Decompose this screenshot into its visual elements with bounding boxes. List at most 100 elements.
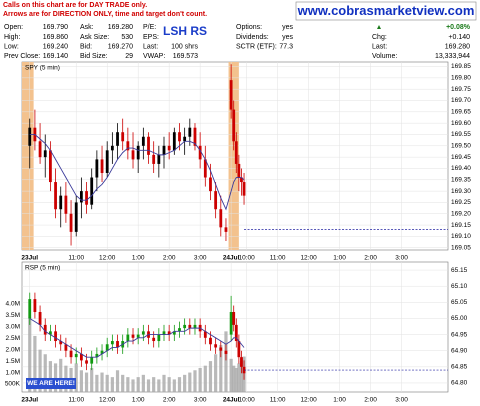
quote-value: 13,333,944 (435, 53, 470, 60)
candle-body (172, 331, 176, 335)
quote-value: 169.280 (108, 24, 133, 31)
candle-body (126, 334, 130, 342)
candle-body (79, 191, 83, 203)
candle-body (152, 154, 156, 164)
y-tick-label: 169.20 (451, 210, 471, 217)
volume-bar (33, 335, 37, 392)
candle-body (232, 312, 236, 325)
volume-bar (239, 361, 244, 392)
candle-body (79, 353, 83, 361)
quote-label: Options: (236, 24, 262, 31)
candle-body (105, 344, 109, 351)
x-tick-label: 24Jul (223, 397, 240, 404)
quote-value: 77.3 (279, 43, 293, 50)
candle-body (85, 191, 88, 205)
site-box (295, 1, 477, 21)
quote-value: 29 (125, 53, 133, 60)
y2-tick-label: 4.0M (6, 301, 20, 308)
moving-average (29, 318, 245, 358)
quote-value: 169.140 (43, 53, 68, 60)
quote-label: Last: (372, 43, 387, 50)
volume-bar (157, 379, 161, 392)
x-tick-label: 23Jul (21, 255, 38, 262)
volume-bar (121, 374, 125, 392)
x-tick-label: 11:00 (270, 397, 286, 404)
y2-tick-label: 1.0M (6, 369, 20, 376)
candle-body (110, 145, 114, 151)
candle-body (162, 331, 166, 335)
candle-body (237, 341, 241, 358)
volume-bar (90, 367, 94, 392)
volume-bar (219, 345, 223, 392)
note: Arrows are for DIRECTION ONLY, time and … (3, 11, 207, 18)
candle-body (234, 141, 238, 164)
candle-body (224, 227, 228, 232)
candle-body (183, 324, 187, 329)
candle-body (232, 109, 236, 142)
annotation-box (26, 378, 76, 389)
quote-label: Volume: (372, 53, 397, 60)
x-tick-label: 11:00 (68, 397, 84, 404)
x-tick-label: 1:00 (132, 255, 145, 262)
volume-bar (152, 377, 156, 392)
quote-value: 169.270 (108, 43, 133, 50)
candle-body (141, 136, 145, 146)
y-tick-label: 169.15 (451, 222, 471, 229)
candle-body (95, 159, 99, 178)
volume-bar (126, 377, 130, 392)
volume-bar (105, 374, 109, 392)
x-tick-label: 12:00 (300, 397, 317, 404)
candle-body (183, 136, 187, 142)
quote-label: Chg: (372, 34, 387, 41)
candle-body (64, 344, 68, 351)
candle-body (105, 150, 109, 173)
quote-value: +0.140 (448, 34, 470, 41)
y-tick-label: 64.90 (451, 347, 468, 354)
y-tick-label: 65.15 (451, 267, 468, 274)
candle-body (162, 145, 166, 155)
quote-value: 169.573 (173, 53, 198, 60)
candle-body (74, 353, 78, 358)
candle-body (229, 312, 233, 335)
candle-body (69, 213, 73, 232)
quote-value: 100 shrs (171, 43, 198, 50)
candle-body (214, 191, 218, 210)
x-tick-label: 3:00 (395, 397, 408, 404)
symbol: LSH RS (163, 24, 207, 38)
quote-label: Ask: (80, 24, 94, 31)
candle-body (33, 299, 37, 312)
candle-body (54, 331, 57, 342)
x-tick-label: 10:00 (238, 397, 255, 404)
x-tick-label: 3:00 (194, 255, 207, 262)
volume-bar (198, 367, 202, 392)
volume-bar (48, 361, 52, 392)
candle-body (203, 331, 207, 338)
volume-bar (146, 379, 151, 392)
candle-body (224, 350, 228, 354)
volume-bar (234, 367, 238, 392)
highlight (22, 62, 34, 250)
quote-label: Last: (143, 43, 158, 50)
x-tick-label: 24Jul (223, 255, 240, 262)
quote-label: Low: (4, 43, 19, 50)
quote-value: 169.240 (43, 43, 68, 50)
y2-tick-label: 2.5M (6, 335, 20, 342)
y-tick-label: 65.00 (451, 315, 468, 322)
y-tick-label: 169.45 (451, 154, 471, 161)
volume-bar (188, 372, 192, 392)
candle-body (152, 337, 156, 342)
volume-bar (79, 370, 83, 392)
volume-bar (193, 370, 197, 392)
candle-body (193, 324, 197, 329)
candle-body (95, 353, 99, 358)
volume-bar (183, 374, 187, 392)
candle-body (54, 182, 57, 210)
volume-bar (214, 354, 218, 392)
y-tick-label: 169.60 (451, 120, 471, 127)
candle-body (131, 334, 135, 338)
volume-bar (177, 377, 182, 392)
volume-bar (43, 354, 47, 392)
candle-body (242, 182, 246, 196)
volume-bar (208, 361, 213, 392)
